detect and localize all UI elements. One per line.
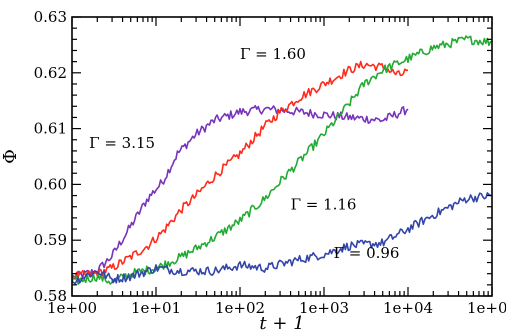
- gamma-annotation: Γ = 1.16: [291, 196, 357, 214]
- y-tick-label: 0.62: [34, 64, 67, 82]
- gamma-annotation: Γ = 0.96: [334, 244, 400, 262]
- x-tick-label: 1e+01: [131, 299, 181, 317]
- annotation-layer: Γ = 1.60 Γ = 3.15 Γ = 1.16 Γ = 0.96: [89, 45, 399, 262]
- gamma-annotation: Γ = 1.60: [240, 45, 306, 63]
- x-tick-label: 1e+03: [299, 299, 349, 317]
- x-tick-label: 1e+05: [467, 299, 506, 317]
- plot-frame: [71, 16, 493, 297]
- series-line-4: [71, 192, 493, 285]
- series-line-2: [71, 60, 409, 280]
- series-line-1: [71, 104, 409, 280]
- x-axis-label: t + 1: [259, 313, 304, 331]
- x-tick-label: 1e+02: [215, 299, 265, 317]
- y-tick-label: 0.58: [34, 287, 67, 305]
- x-tick-label: 1e+00: [47, 299, 97, 317]
- series-layer: [71, 35, 493, 285]
- gamma-annotation: Γ = 3.15: [89, 134, 155, 152]
- y-tick-label: 0.60: [34, 175, 67, 193]
- y-axis-label: Φ: [0, 149, 21, 164]
- y-tick-label: 0.59: [34, 231, 67, 249]
- series-line-3: [71, 35, 493, 285]
- y-tick-label: 0.61: [34, 120, 67, 138]
- tick-layer: 1e+00 1e+01 1e+02 1e+03 1e+04 1e+05 0.58 0.59 0.…: [34, 8, 506, 317]
- x-tick-label: 1e+04: [383, 299, 433, 317]
- y-tick-label: 0.63: [34, 8, 67, 26]
